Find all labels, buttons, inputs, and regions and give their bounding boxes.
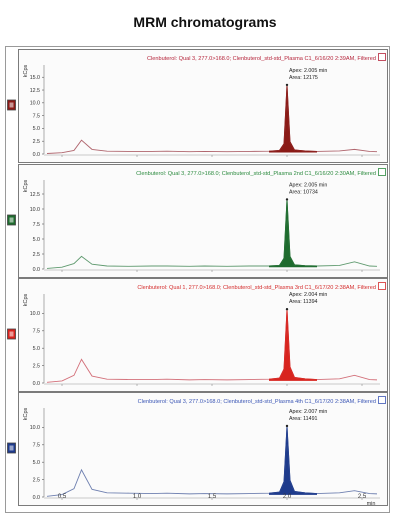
y-tick-label: 0.0 — [33, 495, 40, 501]
y-tick-label: 5.0 — [33, 126, 40, 132]
panel-menu-icon — [378, 282, 386, 290]
peak-apex-label: Apex: 2.005 min — [289, 68, 327, 74]
peak-area-label: Area: 11491 — [289, 416, 318, 422]
x-tick-label: 1.5 — [208, 494, 217, 500]
y-tick-label: 7.5 — [33, 222, 40, 228]
chromatogram-panel-1: Clenbuterol: Qual 3, 277.0>168.0; Clenbu… — [7, 49, 388, 163]
peak-line — [268, 199, 318, 267]
chromatogram-panel-3: Clenbuterol: Qual 1, 277.0>168.0; Clenbu… — [7, 278, 388, 392]
peak-line — [268, 84, 318, 152]
y-tick-label: 7.5 — [33, 329, 40, 335]
peak-apex-marker — [285, 198, 289, 201]
panel-header: Clenbuterol: Qual 3, 277.0>168.0; Clenbu… — [147, 56, 376, 62]
peak-area-label: Area: 12175 — [289, 75, 318, 81]
y-tick-label: 10.0 — [30, 207, 40, 213]
panel-menu-icon — [378, 168, 386, 176]
x-tick-label: 0.5 — [58, 494, 67, 500]
trace-color-box-inner — [9, 217, 14, 223]
panel-border — [18, 164, 388, 278]
panel-header: Clenbuterol: Qual 3, 277.0>168.0; Clenbu… — [136, 171, 376, 177]
x-tick-label: 2.0 — [283, 494, 292, 500]
y-tick-label: 2.5 — [33, 477, 40, 483]
trace-color-box-inner — [9, 102, 14, 108]
y-axis-label: kCps — [23, 64, 29, 77]
peak-apex-marker — [285, 83, 289, 87]
peak-apex-label: Apex: 2.007 min — [289, 409, 327, 415]
y-axis-label: kCps — [23, 407, 29, 420]
page-title: MRM chromatograms — [133, 14, 277, 30]
y-tick-label: 12.5 — [30, 192, 40, 198]
peak-apex-marker — [285, 308, 289, 311]
y-tick-label: 0.0 — [33, 152, 40, 158]
y-tick-label: 0.0 — [33, 267, 40, 273]
peak-apex-label: Apex: 2.005 min — [289, 182, 327, 188]
panel-border — [18, 49, 388, 163]
panel-border — [18, 392, 388, 506]
peak-line — [268, 425, 318, 494]
panel-header: Clenbuterol: Qual 1, 277.0>168.0; Clenbu… — [137, 285, 376, 291]
panel-border — [18, 278, 388, 392]
peak-apex-label: Apex: 2.004 min — [289, 292, 327, 298]
chromatogram-panel-2: Clenbuterol: Qual 3, 277.0>168.0; Clenbu… — [7, 164, 388, 278]
peak-area-label: Area: 11394 — [289, 299, 318, 305]
y-axis-label: kCps — [23, 179, 29, 192]
y-tick-label: 2.5 — [33, 252, 40, 258]
panel-header: Clenbuterol: Qual 3, 277.0>168.0; Clenbu… — [138, 399, 376, 405]
y-tick-label: 2.5 — [33, 139, 40, 145]
y-axis-label: kCps — [23, 293, 29, 306]
y-tick-label: 7.5 — [33, 113, 40, 119]
y-tick-label: 15.0 — [30, 75, 40, 81]
y-tick-label: 10.0 — [30, 101, 40, 107]
trace-color-box-inner — [9, 331, 14, 337]
y-tick-label: 5.0 — [33, 346, 40, 352]
y-tick-label: 10.0 — [30, 425, 40, 431]
y-tick-label: 7.5 — [33, 443, 40, 449]
peak-line — [268, 309, 318, 380]
y-tick-label: 5.0 — [33, 460, 40, 466]
y-tick-label: 2.5 — [33, 363, 40, 369]
panel-menu-icon — [378, 396, 386, 404]
y-tick-label: 5.0 — [33, 237, 40, 243]
chromatogram-panel-4: Clenbuterol: Qual 3, 277.0>168.0; Clenbu… — [7, 392, 388, 506]
x-tick-label: 2.5 — [358, 494, 367, 500]
peak-apex-marker — [285, 424, 289, 428]
y-tick-label: 10.0 — [30, 311, 40, 317]
panel-menu-icon — [378, 53, 386, 61]
x-axis-unit: min — [367, 501, 376, 507]
y-tick-label: 0.0 — [33, 381, 40, 387]
figure-frame — [5, 46, 390, 513]
peak-area-label: Area: 10734 — [289, 189, 318, 195]
trace-color-box-inner — [9, 445, 14, 451]
x-tick-label: 1.0 — [133, 494, 142, 500]
y-tick-label: 12.5 — [30, 88, 40, 94]
